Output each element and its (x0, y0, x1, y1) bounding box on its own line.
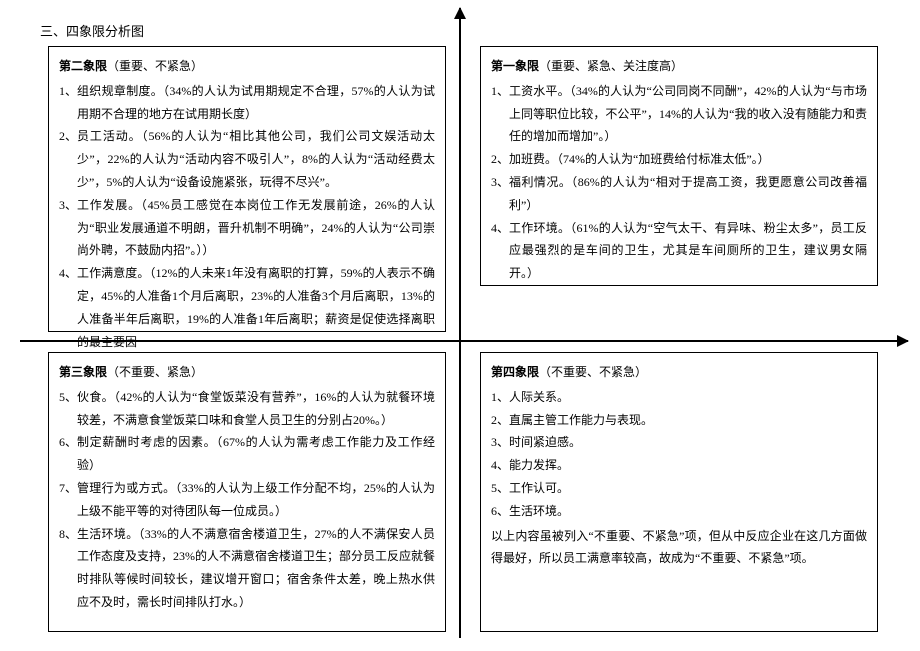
list-item: 5、伙食。（42%的人认为“食堂饭菜没有营养”，16%的人认为就餐环境较差，不满… (59, 386, 435, 432)
list-item-text: 工作满意度。（12%的人未来1年没有离职的打算，59%的人表示不确定，45%的人… (77, 262, 435, 353)
quadrant-3-box: 第三象限（不重要、紧急） 5、伙食。（42%的人认为“食堂饭菜没有营养”，16%… (48, 352, 446, 632)
list-item: 6、生活环境。 (491, 500, 867, 523)
quadrant-2-header-bold: 第二象限 (59, 59, 107, 73)
list-item-number: 4、 (491, 454, 509, 477)
list-item-text: 工作环境。（61%的人认为“空气太干、有异味、粉尘太多”，员工反应最强烈的是车间… (509, 217, 867, 285)
list-item-number: 2、 (491, 148, 509, 171)
quadrant-1-header-rest: （重要、紧急、关注度高） (539, 59, 683, 73)
list-item-number: 3、 (491, 171, 509, 217)
list-item-text: 能力发挥。 (509, 454, 867, 477)
list-item: 6、制定薪酬时考虑的因素。（67%的人认为需考虑工作能力及工作经验） (59, 431, 435, 477)
page-title: 三、四象限分析图 (40, 20, 144, 45)
list-item-text: 管理行为或方式。（33%的人认为上级工作分配不均，25%的人认为上级不能平等的对… (77, 477, 435, 523)
list-item-text: 直属主管工作能力与表现。 (509, 409, 867, 432)
list-item-number: 1、 (491, 386, 509, 409)
list-item: 5、工作认可。 (491, 477, 867, 500)
list-item-text: 员工活动。（56%的人认为“相比其他公司，我们公司文娱活动太少”，22%的人认为… (77, 125, 435, 193)
list-item: 2、员工活动。（56%的人认为“相比其他公司，我们公司文娱活动太少”，22%的人… (59, 125, 435, 193)
list-item: 7、管理行为或方式。（33%的人认为上级工作分配不均，25%的人认为上级不能平等… (59, 477, 435, 523)
list-item-text: 工作发展。（45%员工感觉在本岗位工作无发展前途，26%的人认为“职业发展通道不… (77, 194, 435, 262)
quadrant-1-items: 1、工资水平。（34%的人认为“公司同岗不同酬”，42%的人认为“与市场上同等职… (491, 80, 867, 285)
list-item-text: 生活环境。 (509, 500, 867, 523)
list-item-text: 工资水平。（34%的人认为“公司同岗不同酬”，42%的人认为“与市场上同等职位比… (509, 80, 867, 148)
list-item-number: 3、 (491, 431, 509, 454)
list-item: 8、生活环境。（33%的人不满意宿舍楼道卫生，27%的人不满保安人员工作态度及支… (59, 523, 435, 614)
list-item-number: 3、 (59, 194, 77, 262)
list-item-number: 5、 (59, 386, 77, 432)
list-item-text: 福利情况。（86%的人认为“相对于提高工资，我更愿意公司改善福利”） (509, 171, 867, 217)
list-item-text: 生活环境。（33%的人不满意宿舍楼道卫生，27%的人不满保安人员工作态度及支持，… (77, 523, 435, 614)
quadrant-3-items: 5、伙食。（42%的人认为“食堂饭菜没有营养”，16%的人认为就餐环境较差，不满… (59, 386, 435, 614)
quadrant-1-box: 第一象限（重要、紧急、关注度高） 1、工资水平。（34%的人认为“公司同岗不同酬… (480, 46, 878, 286)
list-item-number: 1、 (59, 80, 77, 126)
list-item: 4、能力发挥。 (491, 454, 867, 477)
quadrant-2-box: 第二象限（重要、不紧急） 1、组织规章制度。（34%的人认为试用期规定不合理，5… (48, 46, 446, 332)
quadrant-4-header-bold: 第四象限 (491, 365, 539, 379)
list-item-number: 2、 (491, 409, 509, 432)
list-item: 4、工作满意度。（12%的人未来1年没有离职的打算，59%的人表示不确定，45%… (59, 262, 435, 353)
list-item-number: 2、 (59, 125, 77, 193)
quadrant-2-items: 1、组织规章制度。（34%的人认为试用期规定不合理，57%的人认为试用期不合理的… (59, 80, 435, 354)
list-item: 4、工作环境。（61%的人认为“空气太干、有异味、粉尘太多”，员工反应最强烈的是… (491, 217, 867, 285)
quadrant-2-header-rest: （重要、不紧急） (107, 59, 203, 73)
list-item: 1、组织规章制度。（34%的人认为试用期规定不合理，57%的人认为试用期不合理的… (59, 80, 435, 126)
quadrant-1-header-bold: 第一象限 (491, 59, 539, 73)
list-item-text: 时间紧迫感。 (509, 431, 867, 454)
list-item-text: 加班费。（74%的人认为“加班费给付标准太低”。） (509, 148, 867, 171)
list-item-number: 6、 (491, 500, 509, 523)
list-item-text: 人际关系。 (509, 386, 867, 409)
axis-vertical (459, 8, 461, 638)
list-item: 2、加班费。（74%的人认为“加班费给付标准太低”。） (491, 148, 867, 171)
list-item-number: 4、 (491, 217, 509, 285)
list-item: 3、福利情况。（86%的人认为“相对于提高工资，我更愿意公司改善福利”） (491, 171, 867, 217)
quadrant-4-header: 第四象限（不重要、不紧急） (491, 361, 867, 384)
list-item-text: 组织规章制度。（34%的人认为试用期规定不合理，57%的人认为试用期不合理的地方… (77, 80, 435, 126)
quadrant-3-header: 第三象限（不重要、紧急） (59, 361, 435, 384)
list-item-text: 工作认可。 (509, 477, 867, 500)
quadrant-4-header-rest: （不重要、不紧急） (539, 365, 647, 379)
list-item-text: 伙食。（42%的人认为“食堂饭菜没有营养”，16%的人认为就餐环境较差，不满意食… (77, 386, 435, 432)
quadrant-4-note: 以上内容虽被列入“不重要、不紧急”项，但从中反应企业在这几方面做得最好，所以员工… (491, 525, 867, 571)
list-item-number: 6、 (59, 431, 77, 477)
list-item: 3、时间紧迫感。 (491, 431, 867, 454)
list-item-number: 5、 (491, 477, 509, 500)
list-item-number: 7、 (59, 477, 77, 523)
list-item-number: 1、 (491, 80, 509, 148)
list-item-number: 8、 (59, 523, 77, 614)
list-item: 1、人际关系。 (491, 386, 867, 409)
list-item-number: 4、 (59, 262, 77, 353)
list-item: 3、工作发展。（45%员工感觉在本岗位工作无发展前途，26%的人认为“职业发展通… (59, 194, 435, 262)
quadrant-4-items: 1、人际关系。2、直属主管工作能力与表现。3、时间紧迫感。4、能力发挥。5、工作… (491, 386, 867, 523)
list-item-text: 制定薪酬时考虑的因素。（67%的人认为需考虑工作能力及工作经验） (77, 431, 435, 477)
list-item: 2、直属主管工作能力与表现。 (491, 409, 867, 432)
list-item: 1、工资水平。（34%的人认为“公司同岗不同酬”，42%的人认为“与市场上同等职… (491, 80, 867, 148)
quadrant-1-header: 第一象限（重要、紧急、关注度高） (491, 55, 867, 78)
quadrant-2-header: 第二象限（重要、不紧急） (59, 55, 435, 78)
quadrant-3-header-rest: （不重要、紧急） (107, 365, 203, 379)
quadrant-4-box: 第四象限（不重要、不紧急） 1、人际关系。2、直属主管工作能力与表现。3、时间紧… (480, 352, 878, 632)
quadrant-3-header-bold: 第三象限 (59, 365, 107, 379)
